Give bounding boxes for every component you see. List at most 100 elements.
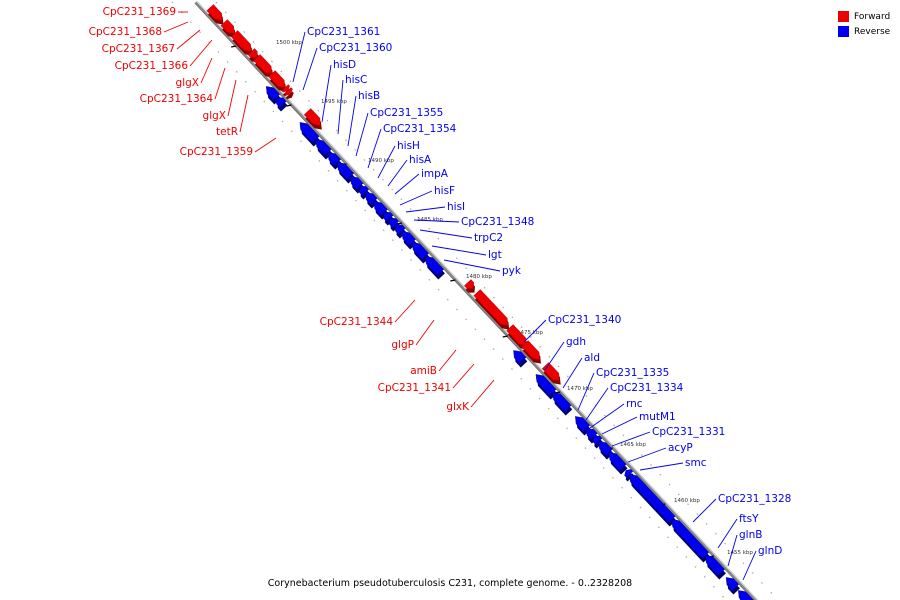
gene-leader-line [302,47,318,91]
gene-label: CpC231_1360 [319,42,392,54]
guide-line-right [215,1,779,600]
gene-leader-line [438,349,457,372]
gene-label: CpC231_1354 [383,123,457,135]
tick-mark [231,45,237,48]
gene-leader-line [611,431,651,447]
gene-leader-line [727,534,738,567]
gene-leader-line [413,219,460,223]
forward-swatch [838,11,849,22]
gene-label: trpC2 [474,232,503,244]
gene-leader-line [377,145,396,179]
gene-leader-line [163,21,189,33]
gene-leader-line [431,245,487,256]
gene-leader-line [292,31,306,83]
gene-label: ald [584,352,600,364]
gene-arrow [299,122,320,143]
gene-label: CpC231_1335 [596,367,669,379]
gene-arrow [629,474,676,523]
gene-leader-line [523,319,547,343]
gene-leader-line [200,57,213,84]
tick-label: 1460 kbp [674,498,700,504]
gene-arrow [395,224,406,235]
gene-leader-line [419,229,473,239]
gene-arrow [253,54,273,74]
gene-arrow [552,392,572,412]
gene-label: mutM1 [639,411,676,423]
gene-label: CpC231_1359 [180,146,253,158]
gene-arrow [598,441,613,456]
tick-label: 1480 kbp [466,274,492,280]
gene-leader-line [176,29,201,50]
tick-label: 1455 kbp [727,550,753,556]
gene-label: rnc [626,398,643,410]
tick-label: 1470 kbp [567,386,593,392]
gene-label: smc [685,457,707,469]
gene-leader-line [239,94,249,133]
legend-label-forward: Forward [854,11,891,22]
tick-label: 1495 kbp [321,99,347,105]
gene-arrow [265,86,281,101]
gene-arrow [535,374,557,396]
gene-leader-line [443,259,501,272]
gene-label: CpC231_1364 [140,93,214,105]
tick-label: 1475 kbp [517,330,543,336]
gene-label: hisI [447,201,465,213]
gene-arrow [220,19,235,34]
reverse-swatch [838,26,849,37]
gene-arrow [506,324,527,346]
gene-leader-line [601,416,638,435]
gene-leader-line [717,518,738,549]
gene-leader-line [415,319,435,346]
gene-label: amiB [410,365,437,377]
tick-mark [286,104,292,107]
tick-label: 1500 kbp [276,40,302,46]
gene-label: CpC231_1366 [115,60,189,72]
gene-leader-line [367,128,382,169]
gene-leader-line [394,173,420,195]
gene-leader-line [254,137,277,153]
gene-arrow [230,30,252,52]
genome-backbone [194,0,759,600]
gene-arrow [705,555,725,576]
tick-mark [450,279,456,282]
gene-leader-line [544,341,565,371]
gene-label: CpC231_1344 [320,316,394,328]
gene-leader-line [639,462,684,471]
gene-arrow [473,289,509,326]
gene-arrow [425,256,444,276]
gene-arrow [464,279,475,289]
gene-leader-line [589,403,625,429]
gene-arrow [337,162,355,180]
gene-arrow [281,84,290,93]
gene-arrow [586,428,598,440]
gene-arrow [315,139,332,156]
gene-label: CpC231_1334 [610,382,684,394]
gene-arrow [592,435,603,445]
legend-item-forward: Forward [838,9,890,24]
gene-arrow [401,231,416,246]
gene-leader-line [562,357,583,389]
gene-label: CpC231_1355 [370,107,443,119]
gene-label: glgX [203,110,226,122]
gene-leader-line [227,79,237,117]
gene-arrow [608,452,627,471]
gene-label: CpC231_1328 [718,493,791,505]
gene-arrow [284,87,293,96]
gene-arrow [412,242,429,260]
gene-label: hisC [345,74,367,86]
gene-leader-line [387,159,408,187]
gene-arrow [303,108,321,126]
gene-label: hisF [434,185,455,197]
gene-label: CpC231_1331 [652,426,725,438]
guide-line-left [171,1,727,600]
gene-leader-line [405,206,446,213]
gene-leader-line [214,67,226,100]
gene-leader-line [627,447,667,463]
gene-leader-line [321,64,332,123]
gene-arrow [268,70,286,88]
gene-arrow [521,340,541,360]
gene-arrow [671,519,710,559]
gene-label: hisA [409,154,432,166]
gene-label: hisB [358,90,380,102]
